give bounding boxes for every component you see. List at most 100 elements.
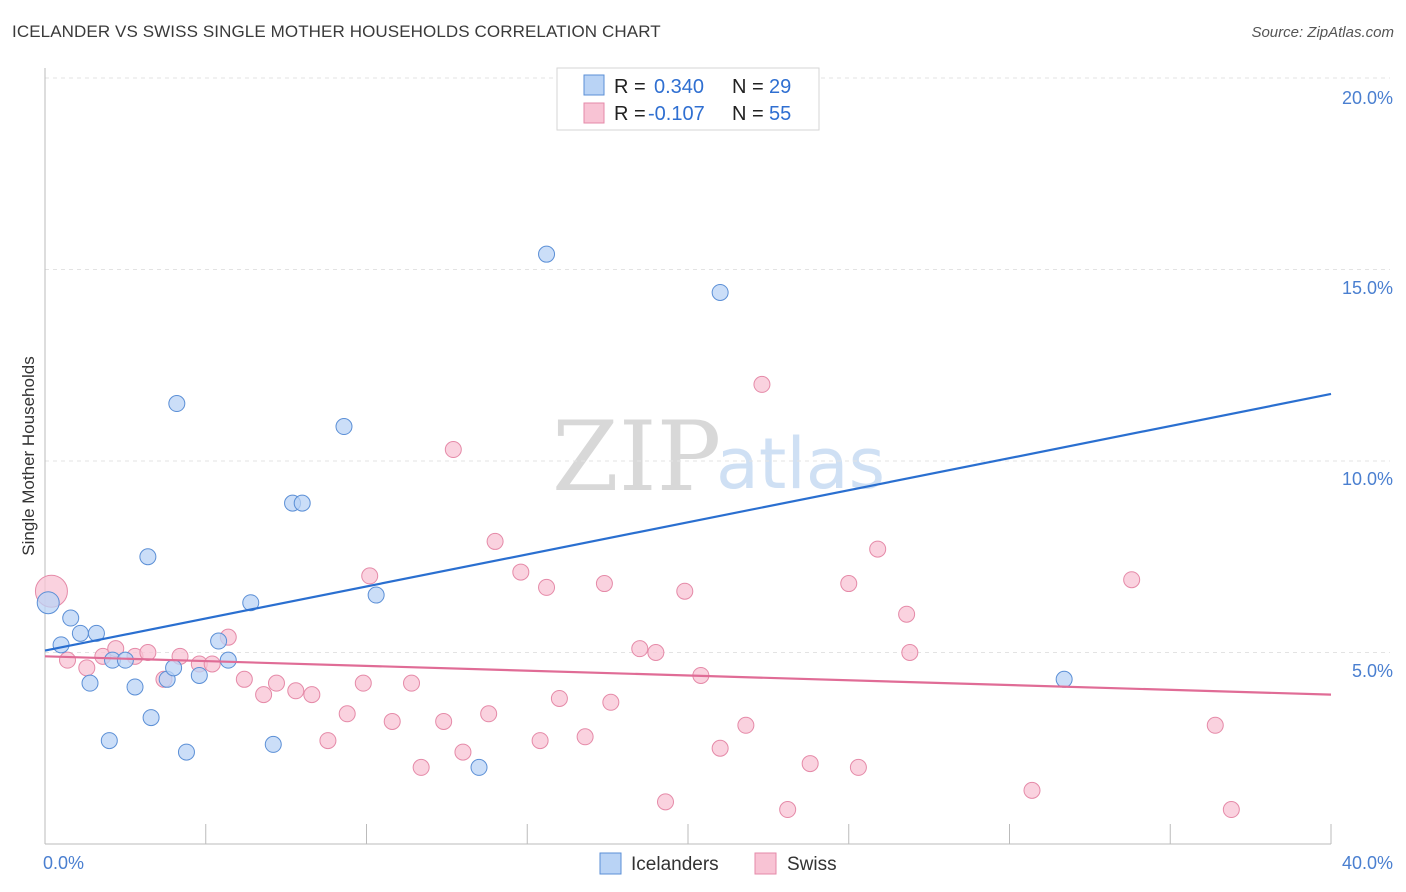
icelanders-point xyxy=(264,735,282,753)
swiss-point xyxy=(267,674,285,692)
icelanders-trend-line xyxy=(44,392,1332,652)
swiss-point xyxy=(602,693,620,711)
icelanders-point xyxy=(470,758,488,776)
swiss-point xyxy=(480,705,498,723)
swiss-point xyxy=(338,705,356,723)
icelanders-point xyxy=(242,594,260,612)
legend-n-label-icelanders: N = xyxy=(732,76,764,98)
swiss-point xyxy=(840,575,858,593)
icelanders-point xyxy=(293,494,311,512)
swiss-trend-line xyxy=(44,655,1332,696)
swiss-point xyxy=(403,674,421,692)
swiss-point xyxy=(849,758,867,776)
icelanders-point xyxy=(126,678,144,696)
swiss-point xyxy=(801,755,819,773)
y-axis-label: Single Mother Households xyxy=(19,356,38,555)
swiss-point xyxy=(444,441,462,459)
swiss-point xyxy=(779,801,797,819)
icelanders-point xyxy=(711,283,729,301)
swiss-point xyxy=(78,659,96,677)
swiss-point xyxy=(454,743,472,761)
swiss-point xyxy=(737,716,755,734)
swiss-point xyxy=(287,682,305,700)
swiss-point xyxy=(59,651,77,669)
icelanders-point xyxy=(36,591,60,615)
legend-r-label-swiss: R = xyxy=(614,103,646,125)
bottom-legend-label-icelanders: Icelanders xyxy=(631,854,719,875)
chart-title: ICELANDER VS SWISS SINGLE MOTHER HOUSEHO… xyxy=(12,22,661,41)
legend-n-value-swiss: 55 xyxy=(769,103,791,125)
icelanders-point xyxy=(100,732,118,750)
watermark-atlas: atlas xyxy=(716,423,885,505)
y-tick-label-10: 10.0% xyxy=(1342,469,1393,489)
legend-r-value-icelanders: 0.340 xyxy=(654,76,704,98)
swiss-point xyxy=(512,563,530,581)
y-tick-label-5: 5.0% xyxy=(1352,661,1393,681)
icelanders-point xyxy=(190,666,208,684)
legend-r-value-swiss: -0.107 xyxy=(648,103,705,125)
correlation-legend: R = 0.340 N = 29 R = -0.107 N = 55 xyxy=(556,67,820,131)
swiss-point xyxy=(656,793,674,811)
swiss-point xyxy=(435,712,453,730)
swiss-point xyxy=(486,532,504,550)
y-tick-label-15: 15.0% xyxy=(1342,278,1393,298)
icelanders-point xyxy=(219,651,237,669)
swiss-point xyxy=(354,674,372,692)
swiss-point xyxy=(898,605,916,623)
swiss-point xyxy=(647,644,665,661)
source-credit: Source: ZipAtlas.com xyxy=(1251,24,1394,41)
swiss-point xyxy=(1206,716,1224,734)
swiss-point xyxy=(869,540,887,558)
legend-n-value-icelanders: 29 xyxy=(769,76,791,98)
trend-lines xyxy=(44,392,1332,696)
swiss-point xyxy=(595,575,613,593)
icelanders-point xyxy=(1055,670,1073,688)
icelanders-point xyxy=(210,632,228,650)
bottom-legend-label-swiss: Swiss xyxy=(787,854,837,875)
swiss-point xyxy=(753,375,771,393)
icelanders-point xyxy=(71,624,89,642)
swiss-point xyxy=(1023,781,1041,799)
legend-swatch-swiss xyxy=(583,102,605,124)
icelanders-point xyxy=(52,636,70,654)
swiss-point xyxy=(711,739,729,757)
bottom-legend-swatch-icelanders xyxy=(599,852,622,875)
swiss-point xyxy=(383,712,401,730)
swiss-point xyxy=(550,689,568,707)
bottom-legend-swatch-swiss xyxy=(754,852,777,875)
swiss-point xyxy=(303,686,321,704)
series-legend: Icelanders Swiss xyxy=(599,852,837,875)
swiss-point xyxy=(538,578,556,596)
swiss-point xyxy=(139,644,157,661)
swiss-point xyxy=(676,582,694,600)
swiss-point xyxy=(412,758,430,776)
x-axis-ticks xyxy=(44,824,1332,844)
icelanders-point xyxy=(139,548,157,566)
swiss-point xyxy=(361,567,379,585)
swiss-point xyxy=(255,686,273,704)
x-tick-label-max: 40.0% xyxy=(1342,853,1393,873)
legend-swatch-icelanders xyxy=(583,74,605,96)
x-tick-label-min: 0.0% xyxy=(43,853,84,873)
icelanders-point xyxy=(116,651,134,669)
swiss-point xyxy=(203,655,221,673)
icelanders-point xyxy=(538,245,556,263)
watermark-zip: ZIP xyxy=(552,401,721,513)
icelanders-point xyxy=(177,743,195,761)
swiss-point xyxy=(1123,571,1141,589)
icelanders-point xyxy=(81,674,99,692)
swiss-point xyxy=(235,670,253,688)
swiss-point xyxy=(901,644,919,661)
swiss-point xyxy=(531,732,549,750)
icelanders-point xyxy=(165,659,183,677)
icelanders-point xyxy=(168,395,186,413)
icelanders-point xyxy=(335,418,353,436)
gridlines xyxy=(45,77,1390,653)
legend-r-label-icelanders: R = xyxy=(614,76,646,98)
icelanders-point xyxy=(142,709,160,727)
swiss-point xyxy=(319,732,337,750)
swiss-point xyxy=(1222,801,1240,819)
swiss-point xyxy=(631,640,649,658)
icelanders-point xyxy=(367,586,385,604)
